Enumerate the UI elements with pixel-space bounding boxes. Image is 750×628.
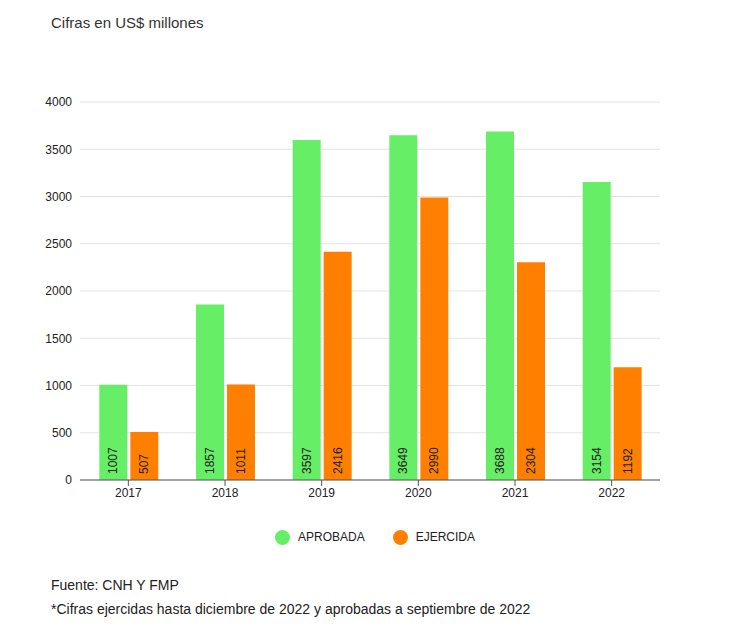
svg-text:2022: 2022 (598, 486, 625, 500)
svg-text:3500: 3500 (45, 143, 72, 157)
svg-text:2000: 2000 (45, 284, 72, 298)
svg-text:0: 0 (65, 473, 72, 487)
svg-text:2020: 2020 (405, 486, 432, 500)
svg-text:507: 507 (137, 454, 151, 474)
svg-text:1500: 1500 (45, 332, 72, 346)
svg-text:3000: 3000 (45, 190, 72, 204)
svg-text:3688: 3688 (493, 447, 507, 474)
html-text:APROBADA: APROBADA (298, 530, 365, 544)
svg-text:3597: 3597 (300, 447, 314, 474)
svg-text:1000: 1000 (45, 379, 72, 393)
svg-text:2017: 2017 (115, 486, 142, 500)
svg-text:2990: 2990 (427, 447, 441, 474)
svg-text:2018: 2018 (212, 486, 239, 500)
html-text:Cifras en US$ millones: Cifras en US$ millones (51, 14, 204, 31)
html-text:*Cifras ejercidas hasta diciem: *Cifras ejercidas hasta diciembre de 202… (51, 601, 531, 617)
svg-text:1007: 1007 (106, 447, 120, 474)
svg-text:2500: 2500 (45, 237, 72, 251)
svg-text:1011: 1011 (234, 448, 248, 474)
svg-text:2021: 2021 (502, 486, 529, 500)
svg-text:500: 500 (52, 426, 72, 440)
svg-text:2416: 2416 (331, 447, 345, 474)
svg-text:3649: 3649 (396, 447, 410, 474)
svg-text:2304: 2304 (524, 447, 538, 474)
svg-text:2019: 2019 (308, 486, 335, 500)
svg-text:3154: 3154 (590, 447, 604, 474)
svg-text:1192: 1192 (621, 448, 635, 474)
html-text:EJERCIDA: EJERCIDA (415, 530, 475, 544)
svg-text:4000: 4000 (45, 95, 72, 109)
html-text:Fuente: CNH Y FMP: Fuente: CNH Y FMP (51, 577, 179, 593)
svg-text:1857: 1857 (203, 447, 217, 474)
